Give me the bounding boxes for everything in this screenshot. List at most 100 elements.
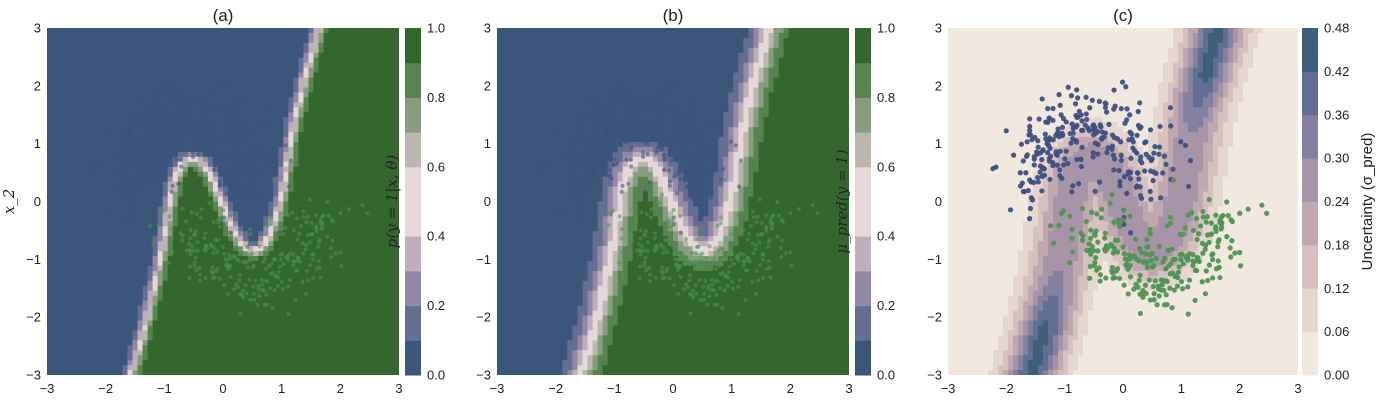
heatmap-cell: [132, 82, 139, 89]
heatmap-cell: [107, 295, 113, 302]
heatmap-cell: [323, 340, 330, 346]
heatmap-cell: [162, 161, 169, 168]
heatmap-cell: [298, 82, 305, 89]
heatmap-cell: [388, 211, 395, 217]
heatmap-cell: [318, 67, 325, 74]
heatmap-cell: [177, 176, 184, 183]
heatmap-cell: [212, 295, 219, 302]
heatmap-cell: [353, 191, 360, 198]
point-class-0: [251, 178, 256, 183]
heatmap-cell: [363, 97, 370, 103]
heatmap-cell: [333, 92, 340, 98]
heatmap-cell: [217, 72, 224, 79]
heatmap-cell: [278, 236, 284, 242]
heatmap-cell: [67, 221, 73, 227]
heatmap-cell: [393, 112, 399, 118]
heatmap-cell: [167, 97, 174, 103]
heatmap-cell: [373, 315, 380, 322]
heatmap-cell: [57, 196, 63, 203]
heatmap-cell: [268, 231, 274, 237]
heatmap-cell: [117, 117, 124, 123]
heatmap-cell: [318, 146, 325, 153]
heatmap-cell: [107, 191, 113, 198]
heatmap-cell: [318, 57, 325, 64]
heatmap-cell: [258, 201, 264, 208]
heatmap-cell: [112, 265, 118, 272]
heatmap-cell: [167, 52, 174, 59]
heatmap-cell: [177, 146, 184, 153]
heatmap-cell: [72, 260, 78, 267]
heatmap-cell: [212, 146, 219, 153]
heatmap-cell: [97, 161, 103, 168]
heatmap-cell: [112, 102, 118, 108]
heatmap-cell: [263, 52, 269, 59]
heatmap-cell: [107, 340, 113, 346]
heatmap-cell: [152, 221, 159, 227]
heatmap-cell: [378, 236, 385, 242]
heatmap-cell: [77, 57, 83, 64]
heatmap-cell: [122, 92, 129, 98]
heatmap-cell: [187, 365, 194, 371]
heatmap-cell: [293, 62, 300, 69]
heatmap-cell: [212, 345, 219, 351]
heatmap-cell: [182, 127, 189, 133]
heatmap-cell: [92, 87, 98, 94]
heatmap-cell: [162, 191, 169, 198]
heatmap-cell: [313, 32, 320, 39]
heatmap-cell: [248, 171, 254, 178]
heatmap-cell: [323, 156, 330, 163]
heatmap-cell: [207, 42, 214, 49]
point-class-0: [176, 109, 182, 114]
heatmap-cell: [283, 201, 289, 208]
heatmap-cell: [117, 221, 124, 227]
heatmap-cell: [373, 370, 380, 375]
heatmap-cell: [182, 241, 189, 247]
heatmap-cell: [233, 47, 239, 54]
heatmap-cell: [57, 107, 63, 113]
heatmap-cell: [333, 315, 340, 322]
heatmap-cell: [368, 206, 375, 213]
heatmap-cell: [132, 300, 139, 307]
heatmap-cell: [157, 340, 164, 346]
heatmap-cell: [288, 62, 294, 69]
heatmap-cell: [67, 246, 73, 252]
heatmap-cell: [187, 28, 194, 34]
heatmap-cell: [268, 137, 274, 143]
heatmap-cell: [308, 37, 315, 44]
heatmap-cell: [137, 47, 144, 54]
heatmap-cell: [378, 97, 385, 103]
heatmap-cell: [172, 310, 179, 317]
heatmap-cell: [263, 166, 269, 173]
heatmap-cell: [368, 325, 375, 331]
heatmap-cell: [112, 251, 118, 257]
heatmap-cell: [72, 47, 78, 54]
heatmap-cell: [62, 82, 68, 89]
heatmap-cell: [228, 270, 234, 277]
heatmap-cell: [82, 161, 88, 168]
heatmap-cell: [122, 340, 129, 346]
heatmap-cell: [388, 196, 395, 203]
heatmap-cell: [298, 97, 305, 103]
heatmap-cell: [102, 300, 108, 307]
heatmap-cell: [152, 42, 159, 49]
heatmap-cell: [268, 127, 274, 133]
heatmap-cell: [157, 330, 164, 336]
heatmap-cell: [373, 275, 380, 282]
heatmap-cell: [278, 142, 284, 148]
heatmap-cell: [313, 97, 320, 103]
heatmap-cell: [238, 28, 244, 34]
heatmap-cell: [368, 42, 375, 49]
heatmap-cell: [253, 156, 259, 163]
heatmap-cell: [172, 82, 179, 89]
heatmap-cell: [167, 171, 174, 178]
heatmap-cell: [273, 355, 279, 361]
heatmap-cell: [212, 231, 219, 237]
heatmap-cell: [52, 340, 58, 346]
heatmap-cell: [87, 132, 93, 138]
heatmap-cell: [283, 365, 289, 371]
heatmap-cell: [147, 37, 154, 44]
heatmap-cell: [202, 315, 209, 322]
heatmap-cell: [102, 156, 108, 163]
heatmap-cell: [72, 246, 78, 252]
heatmap-cell: [97, 28, 103, 34]
